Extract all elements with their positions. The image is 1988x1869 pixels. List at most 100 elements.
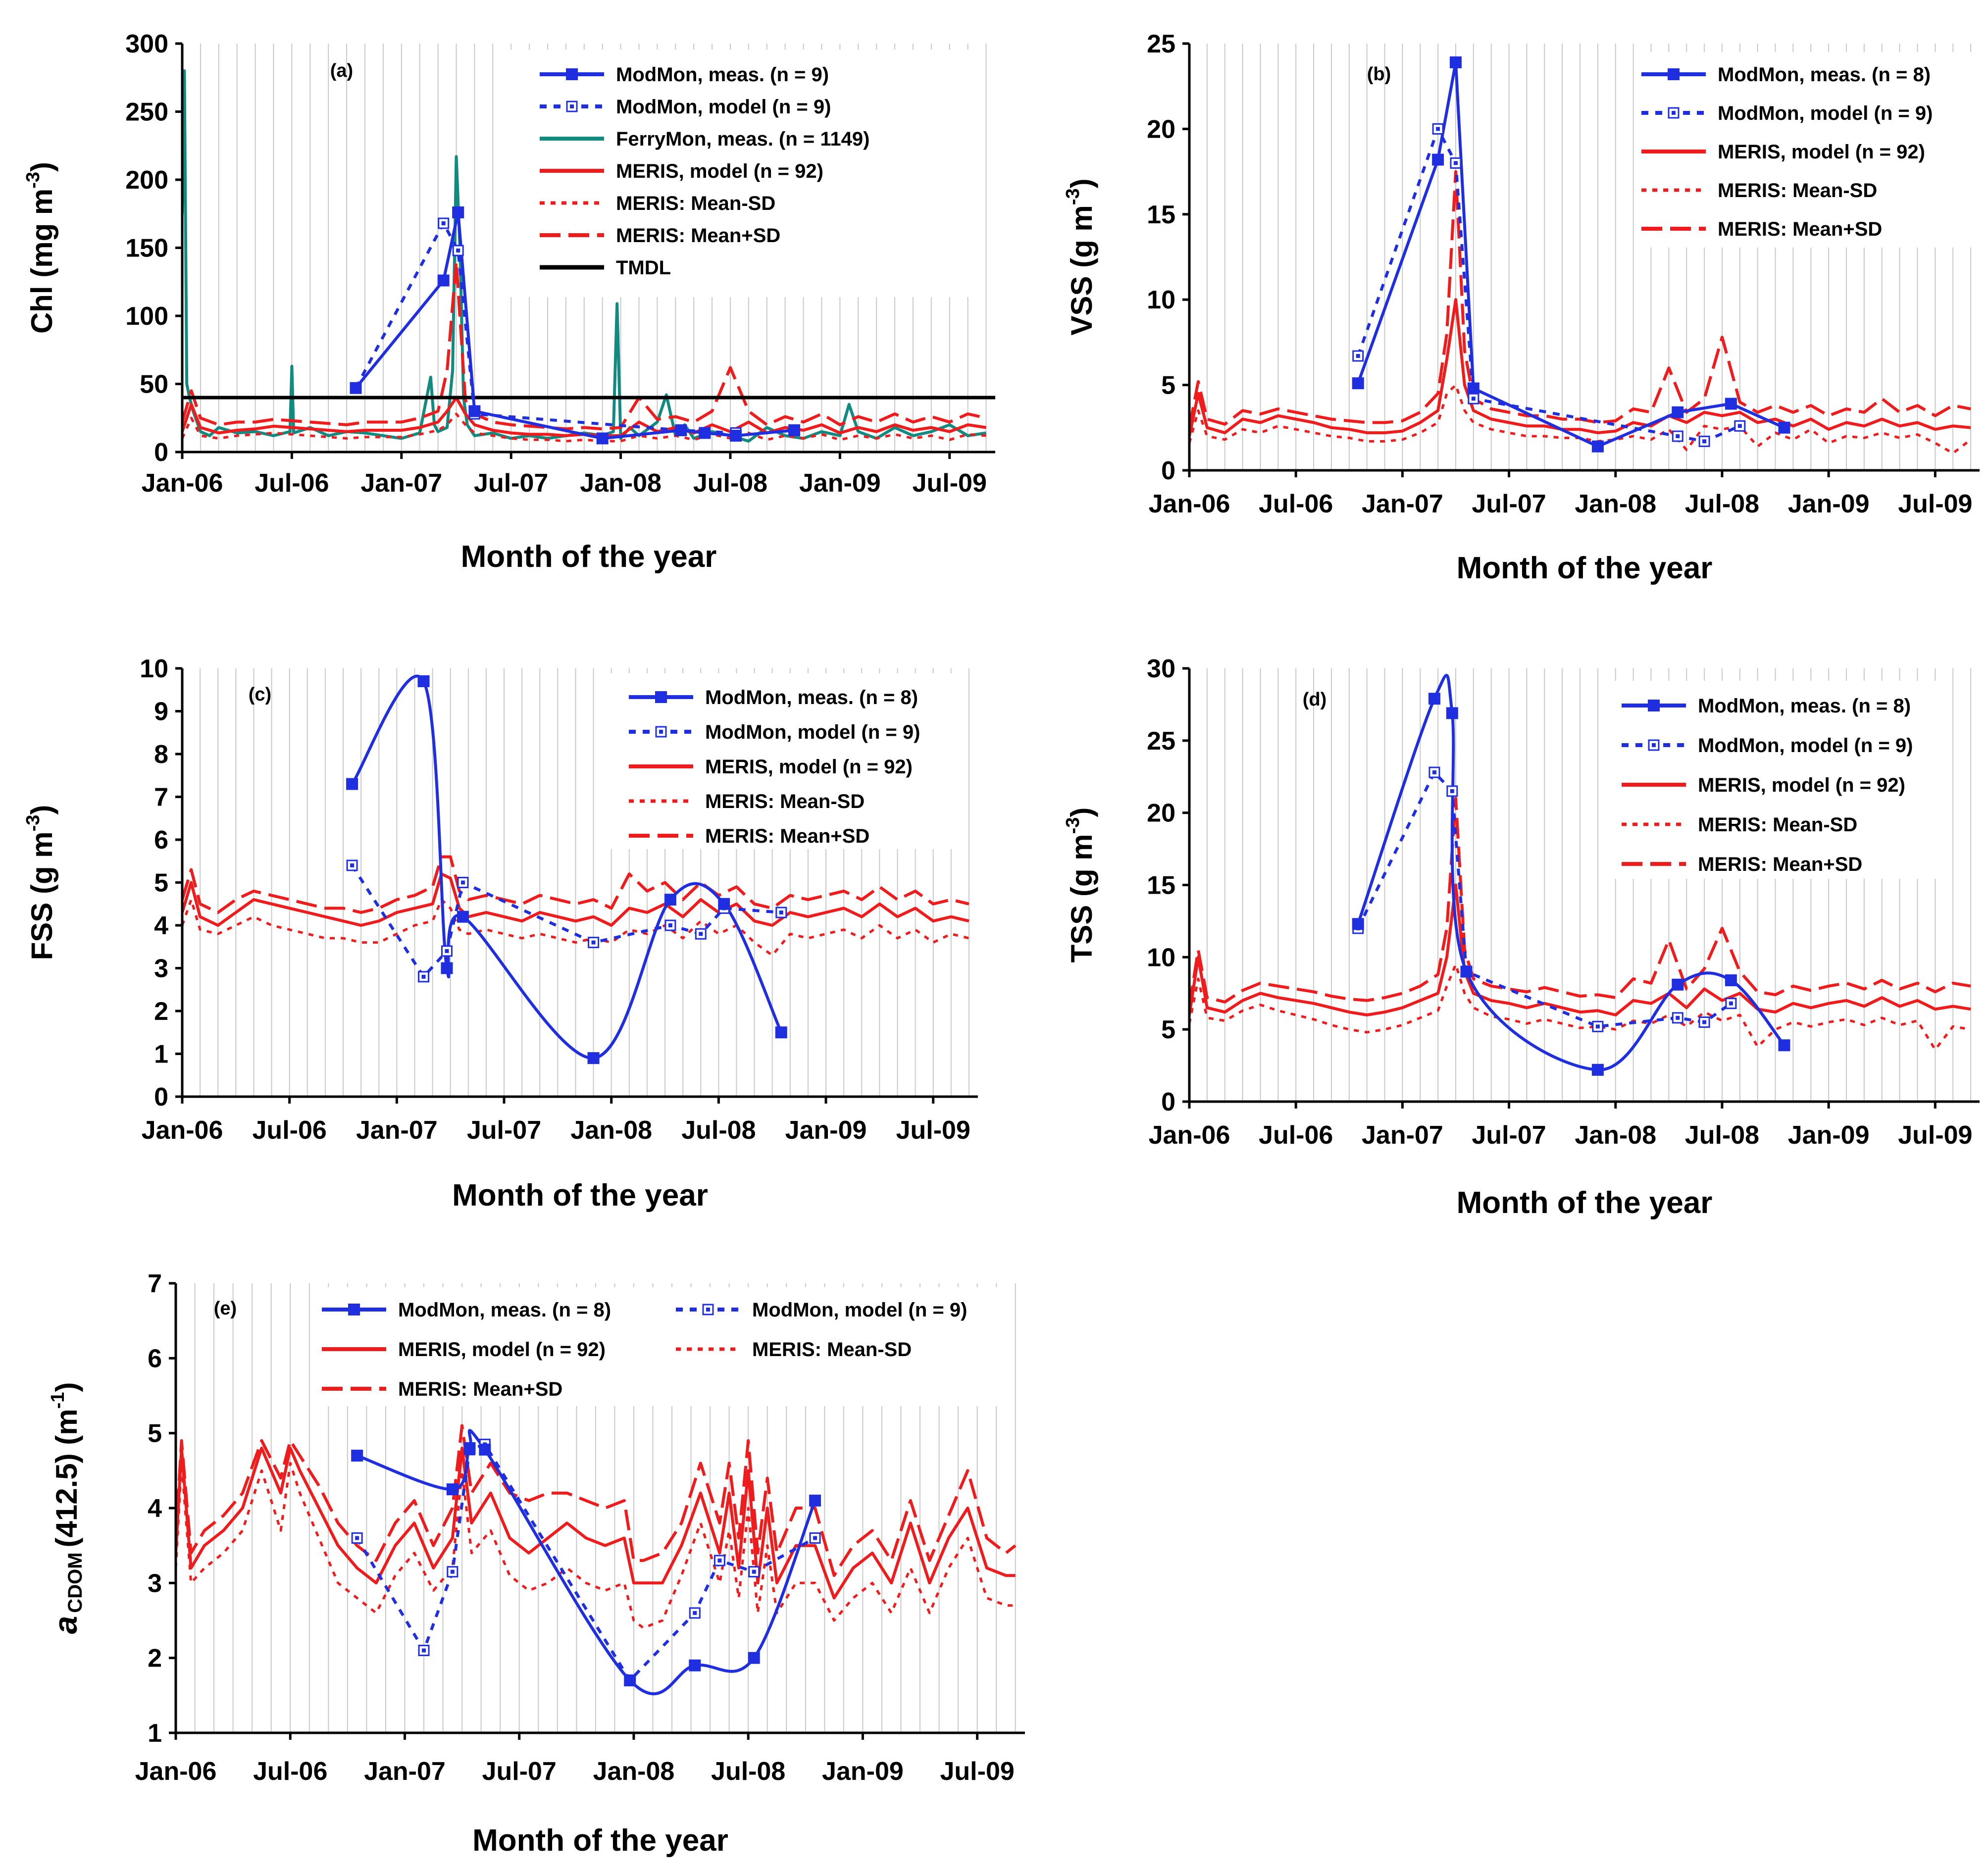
x-tick-label: Jan-09: [785, 1116, 867, 1145]
x-tick-label: Jan-08: [570, 1116, 652, 1145]
legend-label: ModMon, meas. (n = 8): [1698, 695, 1911, 717]
legend-label: MERIS: Mean-SD: [616, 193, 775, 214]
x-axis-title: Month of the year: [461, 540, 717, 574]
y-tick-label: 30: [1147, 655, 1175, 683]
legend-label: ModMon, meas. (n = 8): [705, 687, 918, 708]
point-mm_model-4: [1592, 1020, 1604, 1032]
y-tick-label: 8: [154, 740, 168, 769]
point-mm_meas-1: [417, 675, 430, 687]
y-tick-label: 250: [125, 98, 168, 127]
gridlines-b: [1206, 44, 1972, 470]
x-tick-label: Jul-08: [693, 469, 767, 498]
point-mm_model-2: [1450, 157, 1462, 169]
legend-marker-mm_meas: [348, 1304, 360, 1315]
legend-label: ModMon, model (n = 9): [1698, 735, 1913, 757]
legend-entry-meris_hi: MERIS: Mean+SD: [540, 225, 780, 247]
chart-panel-b: 0 5 10 15 20 25 Jan-06 Jul-06 Jan-07 Jul-07 Jan-08…: [1063, 30, 1980, 585]
point-mm_model-5: [664, 919, 676, 931]
x-tick-label: Jan-07: [360, 469, 442, 498]
panel-label: (c): [249, 684, 271, 705]
x-tick-label: Jul-09: [1898, 490, 1972, 518]
point-mm_model-4: [588, 937, 600, 949]
legend-entry-meris: MERIS, model (n = 92): [540, 160, 823, 182]
series-line-meris_lo: [1189, 963, 1971, 1051]
x-tick-label: Jan-07: [1362, 490, 1443, 518]
x-tick-label: Jul-08: [1685, 490, 1759, 518]
legend-marker-mm_meas: [1668, 68, 1680, 80]
point-mm_meas-2: [441, 962, 453, 974]
point-mm_meas-4: [1591, 440, 1604, 453]
y-tick-label: 0: [154, 438, 168, 467]
point-mm_meas-0: [350, 382, 362, 394]
x-tick-label: Jan-07: [1362, 1121, 1443, 1150]
legend-label: MERIS: Mean+SD: [1718, 218, 1882, 240]
point-mm_model-6: [1734, 420, 1746, 432]
y-tick-label: 9: [154, 698, 168, 726]
point-mm_meas-5: [675, 424, 687, 436]
y-tick-label: 3: [148, 1569, 162, 1598]
legend-entry-mm_model: ModMon, model (n = 9): [629, 721, 920, 743]
y-tick-label: 2: [154, 997, 168, 1026]
point-mm_meas-1: [1428, 693, 1440, 705]
point-mm_meas-6: [1725, 398, 1737, 410]
legend-box-d: [1604, 681, 1951, 879]
point-mm_meas-7: [730, 430, 742, 442]
x-tick-label: Jan-08: [1575, 1121, 1656, 1150]
panel-label: (a): [330, 60, 353, 81]
y-tick-label: 0: [154, 1083, 168, 1111]
legend-entry-mm_meas: ModMon, meas. (n = 8): [1622, 695, 1911, 717]
legend-label: MERIS: Mean-SD: [705, 791, 865, 812]
series-line-meris: [182, 872, 969, 927]
chart-panel-c: 0 1 2 3 4 5 6 7 8 9 10 Jan-06 Jul-06 Jan-07 Jul-07 Jan-…: [23, 655, 978, 1212]
legend-label: ModMon, model (n = 9): [616, 96, 831, 118]
point-mm_model-8: [775, 907, 787, 918]
point-mm_model-4: [1672, 430, 1683, 442]
point-mm_model-6: [1698, 1016, 1710, 1028]
x-axis-title: Month of the year: [472, 1823, 728, 1858]
point-mm_model-1: [1432, 123, 1444, 135]
point-mm_meas-4: [1591, 1063, 1604, 1076]
point-mm_model-1: [418, 1645, 430, 1657]
series-line-meris: [1189, 298, 1971, 437]
legend-box-a: [510, 50, 975, 297]
y-axis-title: aCDOM(412.5) (m-1): [47, 1382, 86, 1634]
x-tick-label: Jul-08: [711, 1757, 785, 1786]
x-tick-label: Jul-07: [474, 469, 548, 498]
point-mm_model-0: [346, 859, 358, 871]
legend-box-e: [317, 1287, 1010, 1406]
legend-entry-meris_lo: MERIS: Mean-SD: [1622, 814, 1857, 836]
y-tick-label: 100: [125, 302, 168, 331]
y-tick-label: 5: [154, 869, 168, 898]
legend-label: MERIS: Mean+SD: [1698, 854, 1862, 875]
y-tick-label: 10: [1147, 943, 1175, 972]
point-mm_meas-5: [689, 1659, 701, 1671]
x-tick-label: Jan-08: [593, 1757, 675, 1786]
point-mm_model-0: [1352, 350, 1364, 362]
y-axis-title: TSS (g m-3): [1063, 808, 1098, 963]
chart-panel-d: 0 5 10 15 20 25 30 Jan-06 Jul-06 Jan-07 Jul-07 Jan-…: [1063, 655, 1980, 1220]
legend-label: MERIS, model (n = 92): [616, 160, 823, 182]
x-tick-label: Jan-06: [1149, 490, 1230, 518]
point-mm_model-3: [457, 877, 469, 888]
x-tick-label: Jan-06: [142, 469, 223, 498]
legend-entry-meris: MERIS, model (n = 92): [629, 756, 913, 778]
legend-label: FerryMon, meas. (n = 1149): [616, 128, 869, 150]
point-mm_meas-6: [1725, 974, 1737, 986]
y-tick-label: 50: [140, 370, 168, 399]
y-tick-label: 5: [148, 1419, 162, 1448]
legend-entry-meris_hi: MERIS: Mean+SD: [629, 825, 869, 847]
y-tick-label: 15: [1147, 201, 1175, 229]
point-mm_model-2: [447, 1566, 459, 1578]
point-mm_meas-7: [809, 1494, 821, 1507]
y-tick-label: 0: [1161, 456, 1175, 485]
series-line-meris_hi: [1189, 170, 1971, 428]
point-mm_meas-2: [452, 206, 464, 218]
x-tick-label: Jul-06: [1259, 490, 1333, 518]
legend-entry-meris_lo: MERIS: Mean-SD: [540, 193, 775, 214]
x-tick-label: Jan-09: [799, 469, 881, 498]
legend-marker-mm_model: [702, 1304, 714, 1315]
point-mm_model-1: [1428, 766, 1440, 778]
legend-entry-meris_lo: MERIS: Mean-SD: [1641, 180, 1877, 202]
y-tick-label: 20: [1147, 799, 1175, 828]
